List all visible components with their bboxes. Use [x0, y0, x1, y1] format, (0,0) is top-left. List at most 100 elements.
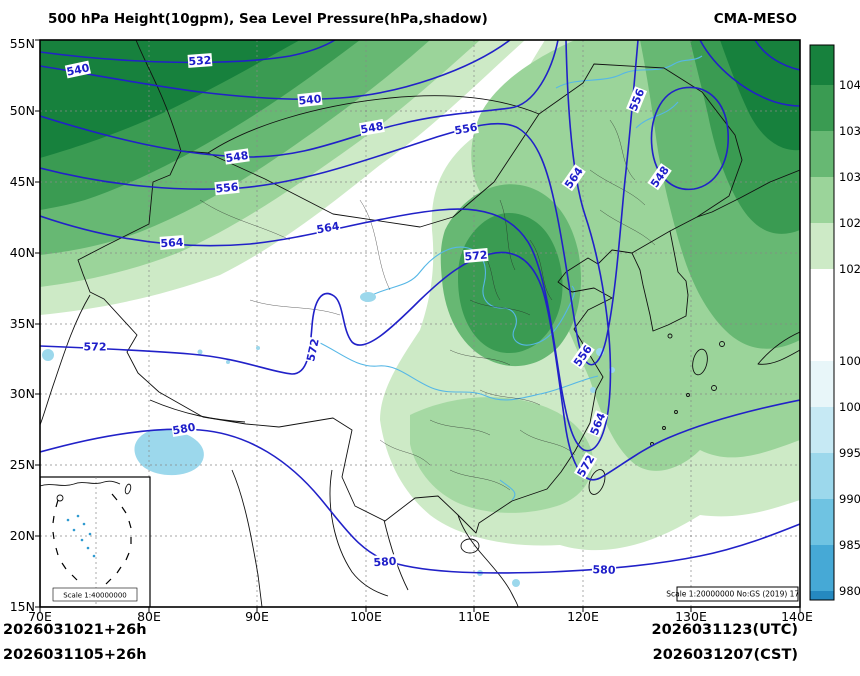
contour-label-text: 540	[298, 92, 323, 107]
contour-label: 548	[358, 119, 385, 137]
india-pakistan-border	[40, 294, 91, 426]
contour-label: 548	[224, 148, 250, 165]
contour-label: 580	[591, 562, 617, 577]
yangtze-river	[317, 341, 599, 401]
footer: 2026031021+26h 2026031105+26h 2026031123…	[3, 622, 798, 663]
contour-label: 580	[372, 554, 398, 570]
contour-ne-1	[699, 40, 800, 107]
colorbar-label: 985	[839, 538, 860, 552]
colorbar-label: 1030	[839, 170, 860, 184]
contour-label: 572	[303, 336, 322, 363]
contour-label: 556	[452, 120, 479, 137]
contour-label-text: 540	[65, 61, 91, 79]
map-scale-label: Scale 1:20000000 No:GS (2019) 1786	[666, 590, 809, 599]
colorbar-segment	[810, 223, 834, 269]
colorbar-segment	[810, 591, 834, 600]
china-border	[77, 63, 743, 534]
contour-label: 572	[83, 340, 107, 354]
mongolia-border	[207, 95, 540, 154]
contour-532	[40, 40, 336, 64]
russia-coast	[696, 169, 800, 218]
lon-label: 100E	[350, 609, 382, 624]
lon-label: 130E	[675, 609, 707, 624]
bay-of-bengal-west-coast	[231, 469, 263, 607]
contour-label-text: 580	[373, 555, 397, 570]
latitude-labels: 55N 50N 45N 40N 35N 30N 25N 20N 15N	[10, 36, 35, 614]
colorbar-segment	[810, 85, 834, 131]
nine-dash-line	[52, 493, 132, 585]
contour-label-text: 580	[172, 421, 197, 438]
colorbar-segment	[810, 177, 834, 223]
lat-label: 20N	[10, 528, 35, 543]
kyushu-island	[692, 348, 708, 376]
colorbar-label: 1040	[839, 78, 860, 92]
gridlines	[40, 40, 800, 607]
page-title: 500 hPa Height(10gpm), Sea Level Pressur…	[48, 11, 488, 27]
qinghai-lake	[360, 292, 376, 302]
colorbar-label: 1035	[839, 124, 860, 138]
colorbar: 1040 1035 1030 1025 1020 1005 1000 995 9…	[809, 44, 860, 601]
inset-islands	[66, 514, 96, 558]
contour-label: 572	[463, 247, 489, 264]
colorbar-segment	[810, 407, 834, 453]
model-name: CMA-MESO	[714, 11, 797, 27]
amur-river	[555, 55, 703, 89]
lat-label: 30N	[10, 386, 35, 401]
colorbar-label: 1025	[839, 216, 860, 230]
contour-ne-2	[754, 40, 800, 71]
longitude-labels: 70E 80E 90E 100E 110E 120E 130E 140E	[28, 609, 813, 624]
map-scale-note: Scale 1:20000000 No:GS (2019) 1786	[666, 586, 809, 602]
contour-label-text: 532	[188, 54, 212, 69]
contour-label-text: 548	[360, 120, 385, 137]
colorbar-segment	[810, 545, 834, 591]
korea-coast	[631, 230, 689, 332]
colorbar-segment	[810, 269, 834, 361]
contour-label: 532	[187, 53, 213, 69]
contour-label-text: 564	[316, 220, 341, 237]
run-time-cst: 2026031105+26h	[3, 647, 147, 663]
colorbar-label: 1000	[839, 400, 860, 414]
inset-scale-label: Scale 1:40000000	[63, 592, 127, 600]
pearl-river	[499, 479, 516, 501]
valid-time-cst: 2026031207(CST)	[653, 647, 798, 663]
lat-label: 15N	[10, 599, 35, 614]
contour-label: 556	[214, 179, 240, 196]
kazakh-border	[135, 40, 182, 152]
colorbar-segment	[810, 361, 834, 407]
contour-label: 580	[170, 420, 197, 438]
contour-label-text: 548	[225, 149, 250, 165]
lon-label: 110E	[458, 609, 490, 624]
contour-label: 564	[314, 219, 341, 237]
contour-label: 564	[159, 235, 185, 250]
axis-ticks	[35, 39, 801, 612]
lat-label: 55N	[10, 36, 35, 51]
contour-label-text: 572	[464, 249, 488, 264]
bay-of-bengal-east-coast	[329, 469, 389, 597]
contour-556	[40, 40, 639, 366]
contour-label-text: 556	[215, 180, 240, 195]
nepal-border	[149, 399, 246, 423]
lon-label: 120E	[567, 609, 599, 624]
colorbar-label: 1020	[839, 262, 860, 276]
sungari-river	[635, 101, 679, 129]
run-time-utc: 2026031021+26h	[3, 622, 147, 638]
colorbar-label: 990	[839, 492, 860, 506]
lon-label: 80E	[137, 609, 161, 624]
lon-label: 140E	[781, 609, 813, 624]
contour-label-text: 572	[84, 341, 107, 354]
lat-label: 35N	[10, 316, 35, 331]
colorbar-outline	[809, 44, 835, 601]
colorbar-label: 980	[839, 584, 860, 598]
lat-label: 25N	[10, 457, 35, 472]
map-panel: 540 532 540 548 548 556 556 556 548 564 …	[40, 40, 809, 607]
valid-time-utc: 2026031123(UTC)	[652, 622, 798, 638]
lat-label: 50N	[10, 103, 35, 118]
contour-labels: 540 532 540 548 548 556 556 556 548 564 …	[64, 53, 672, 577]
contour-label: 540	[64, 60, 91, 79]
colorbar-segment	[810, 45, 834, 85]
contour-label-text: 572	[304, 337, 321, 362]
lat-label: 45N	[10, 174, 35, 189]
colorbar-label: 995	[839, 446, 860, 460]
